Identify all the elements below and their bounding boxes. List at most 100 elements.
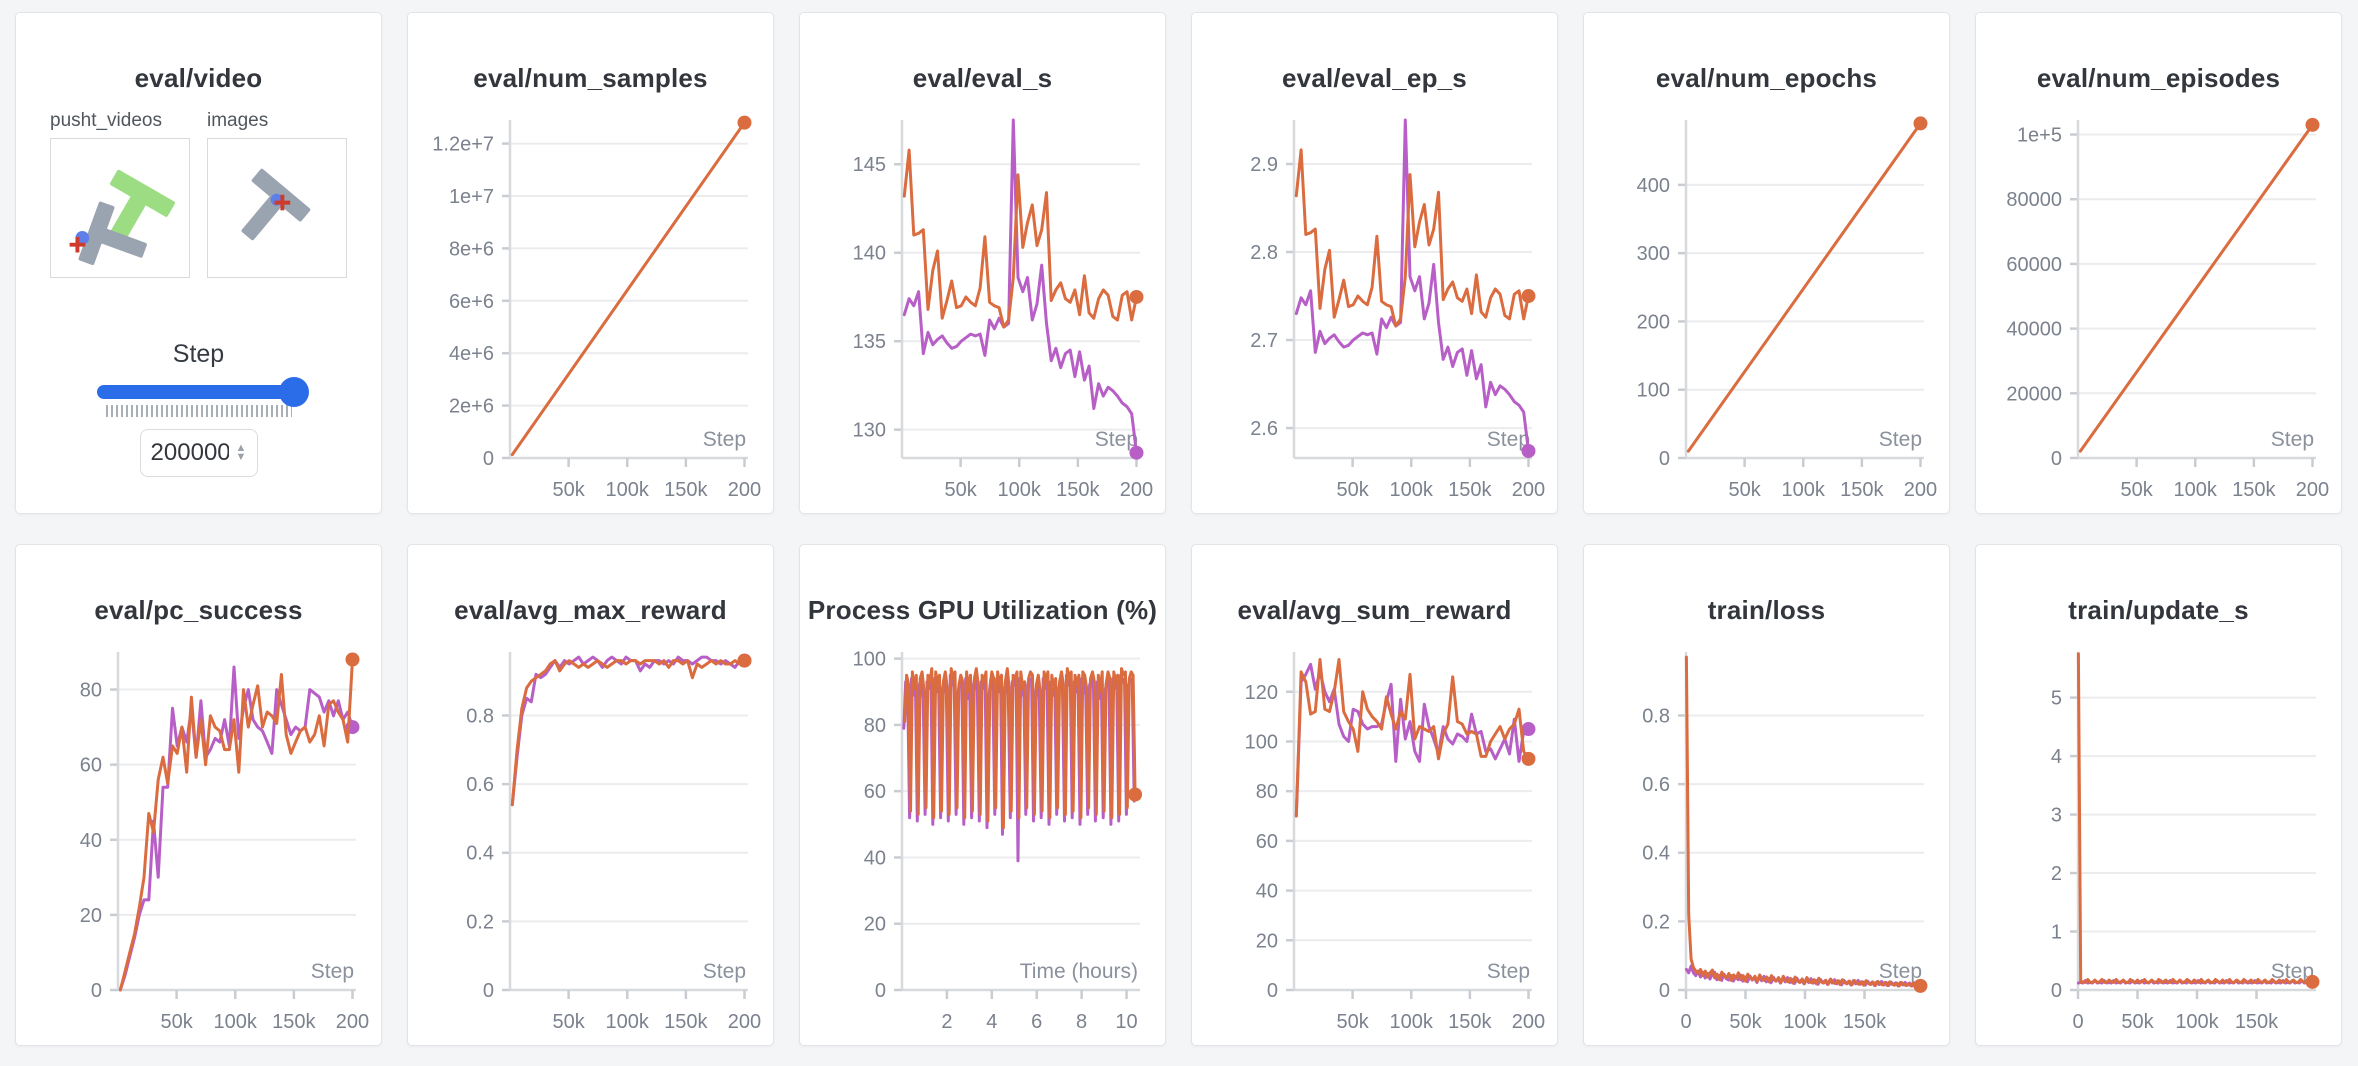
series-orange	[2078, 123, 2314, 453]
svg-text:200: 200	[1512, 479, 1545, 501]
end-dot	[1521, 289, 1536, 304]
chart-eval-pc-success[interactable]: 0 20 40 60 80 50k 100k 150k 200 Step	[16, 638, 381, 1038]
chart-eval-avg-max-reward[interactable]: 0 0.2 0.4 0.6 0.8 50k 100k 150k 200 Step	[408, 638, 773, 1038]
svg-text:120: 120	[1245, 682, 1278, 704]
end-dot	[1521, 443, 1536, 458]
svg-text:100k: 100k	[2175, 1011, 2219, 1033]
svg-text:4: 4	[2051, 746, 2062, 768]
svg-text:20: 20	[80, 905, 102, 927]
line-chart: 0 20 40 60 80 100 120 50k 100k 150k 200 Step	[1245, 652, 1545, 1033]
slider-track[interactable]	[96, 385, 301, 399]
svg-text:0: 0	[483, 448, 494, 470]
stepper-up-icon[interactable]: ▲	[235, 442, 247, 454]
chart-eval-eval-s[interactable]: 130 135 140 145 50k 100k 150k 200 Step	[800, 106, 1165, 506]
svg-text:1.2e+7: 1.2e+7	[432, 134, 494, 156]
line-chart: 130 135 140 145 50k 100k 150k 200 Step	[853, 118, 1153, 501]
video-thumbnail-pusht[interactable]	[50, 138, 190, 278]
video-label-images: images	[207, 110, 269, 131]
end-dot	[2305, 117, 2320, 132]
chart-eval-num-epochs[interactable]: 0 100 200 300 400 50k 100k 150k 200 Step	[1584, 106, 1949, 506]
svg-text:50k: 50k	[1336, 479, 1369, 501]
chart-eval-num-samples[interactable]: 0 2e+6 4e+6 6e+6 8e+6 1e+7 1.2e+7 50k 100k 150k 20…	[408, 106, 773, 506]
chart-train-update-s[interactable]: 0 1 2 3 4 5 0 50k 100k 150k Step	[1976, 638, 2341, 1038]
svg-text:200: 200	[1512, 1011, 1545, 1033]
svg-text:0: 0	[2072, 1011, 2083, 1033]
end-dot	[1129, 289, 1144, 304]
panel-gpu-utilization: Process GPU Utilization (%) 0 20 40 60 80 100…	[799, 544, 1166, 1046]
series-purple	[118, 665, 354, 992]
svg-text:80: 80	[1256, 781, 1278, 803]
svg-text:10: 10	[1115, 1011, 1137, 1033]
svg-text:80: 80	[864, 715, 886, 737]
panel-eval-num-epochs: eval/num_epochs 0 100 200 300 400 50k 100k 150k…	[1583, 12, 1950, 514]
svg-text:0.4: 0.4	[466, 843, 494, 865]
chart-gpu-utilization[interactable]: 0 20 40 60 80 100 2 4 6 8 10 Time (hours)	[800, 638, 1165, 1038]
panel-eval-eval-s: eval/eval_s 130 135 140 145 50k 100k 150k 200 St…	[799, 12, 1166, 514]
svg-text:130: 130	[853, 420, 886, 442]
series-orange	[510, 121, 746, 457]
series-orange	[1294, 658, 1530, 818]
chart-eval-num-episodes[interactable]: 0 20000 40000 60000 80000 1e+5 50k 100k 150k 200 S…	[1976, 106, 2341, 506]
svg-text:100: 100	[1637, 380, 1670, 402]
svg-text:Step: Step	[1879, 428, 1922, 451]
panel-eval-avg-sum-reward: eval/avg_sum_reward 0 20 40 60 80 100 120 50k 10…	[1191, 544, 1558, 1046]
svg-text:0: 0	[1267, 980, 1278, 1002]
panel-train-update-s: train/update_s 0 1 2 3 4 5 0 50k 100k 150k Step	[1975, 544, 2342, 1046]
svg-text:135: 135	[853, 331, 886, 353]
svg-text:60: 60	[80, 755, 102, 777]
step-stepper[interactable]: ▲ ▼	[235, 442, 247, 463]
svg-text:2: 2	[941, 1011, 952, 1033]
svg-text:0.6: 0.6	[466, 774, 494, 796]
svg-text:0.8: 0.8	[466, 705, 494, 727]
svg-text:150k: 150k	[1843, 1011, 1887, 1033]
svg-text:200: 200	[2296, 479, 2329, 501]
line-chart: 0 0.2 0.4 0.6 0.8 50k 100k 150k 200 Step	[466, 652, 761, 1033]
svg-text:2: 2	[2051, 863, 2062, 885]
svg-text:0.2: 0.2	[1642, 911, 1670, 933]
svg-text:50k: 50k	[1729, 1011, 1762, 1033]
svg-text:4: 4	[986, 1011, 997, 1033]
line-chart: 0 20 40 60 80 50k 100k 150k 200 Step	[80, 652, 369, 1033]
chart-train-loss[interactable]: 0 0.2 0.4 0.6 0.8 0 50k 100k 150k Step	[1584, 638, 1949, 1038]
target-cross	[69, 236, 86, 253]
panel-title: eval/video	[134, 63, 263, 93]
step-slider[interactable]	[96, 377, 309, 407]
svg-text:1e+7: 1e+7	[449, 186, 494, 208]
svg-text:200: 200	[728, 479, 761, 501]
panel-title: eval/num_episodes	[2036, 63, 2281, 93]
end-dot	[737, 115, 752, 130]
svg-text:0: 0	[875, 980, 886, 1002]
end-dot	[1913, 116, 1928, 131]
stepper-down-icon[interactable]: ▼	[235, 451, 247, 463]
svg-text:150k: 150k	[664, 479, 708, 501]
panel-title: train/update_s	[2068, 595, 2249, 625]
series-orange	[118, 658, 354, 992]
line-chart: 0 20 40 60 80 100 2 4 6 8 10 Time (hours)	[853, 649, 1143, 1033]
svg-text:150k: 150k	[2235, 1011, 2279, 1033]
svg-text:50k: 50k	[1336, 1011, 1369, 1033]
end-dot	[1129, 445, 1144, 460]
svg-text:50k: 50k	[2121, 1011, 2154, 1033]
chart-eval-avg-sum-reward[interactable]: 0 20 40 60 80 100 120 50k 100k 150k 200 Step	[1192, 638, 1557, 1038]
svg-text:20: 20	[864, 914, 886, 936]
svg-text:20: 20	[1256, 930, 1278, 952]
svg-text:40: 40	[864, 847, 886, 869]
svg-text:2e+6: 2e+6	[449, 396, 494, 418]
slider-thumb[interactable]	[278, 377, 309, 407]
panel-title: eval/avg_max_reward	[454, 595, 727, 625]
end-dot	[1521, 751, 1536, 766]
svg-text:100: 100	[853, 649, 886, 671]
step-input[interactable]	[150, 439, 229, 467]
svg-text:200: 200	[728, 1011, 761, 1033]
svg-text:2.7: 2.7	[1250, 330, 1278, 352]
svg-text:0: 0	[91, 980, 102, 1002]
svg-text:Step: Step	[1487, 428, 1530, 451]
panel-eval-avg-max-reward: eval/avg_max_reward 0 0.2 0.4 0.6 0.8 50k 100k…	[407, 544, 774, 1046]
svg-text:60: 60	[864, 781, 886, 803]
svg-text:50k: 50k	[552, 479, 585, 501]
video-thumbnail-images[interactable]	[207, 138, 347, 278]
chart-eval-eval-ep-s[interactable]: 2.6 2.7 2.8 2.9 50k 100k 150k 200 Step	[1192, 106, 1557, 506]
step-input-box[interactable]: ▲ ▼	[139, 429, 258, 477]
svg-text:1e+5: 1e+5	[2017, 125, 2062, 147]
svg-text:100k: 100k	[1782, 479, 1826, 501]
